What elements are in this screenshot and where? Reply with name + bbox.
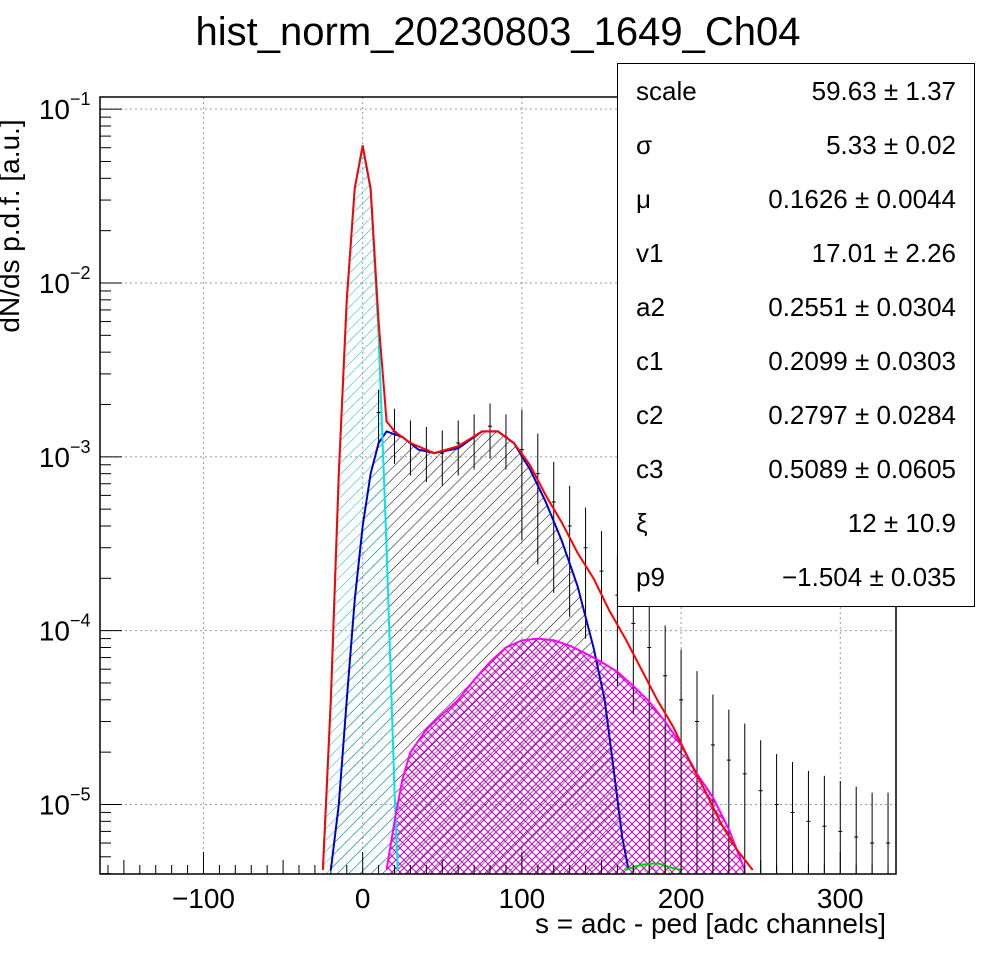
y-tick-exponent: −1 [70, 89, 91, 109]
fit-stats-box: scale 59.63 ± 1.37 σ 5.33 ± 0.02 μ 0.1626 ± 0… [617, 63, 975, 607]
y-tick-label: 10 [39, 268, 70, 299]
series-fill [386, 638, 745, 874]
x-tick-label: 0 [355, 883, 371, 914]
series-fill [322, 147, 398, 874]
stats-param-name: c3 [636, 454, 664, 484]
stats-row: σ 5.33 ± 0.02 [618, 118, 974, 172]
y-axis-label: dN/ds p.d.f. [a.u.] [0, 119, 25, 333]
x-tick-label: 100 [499, 883, 546, 914]
stats-param-name: c2 [636, 400, 664, 430]
stats-row: scale 59.63 ± 1.37 [618, 64, 974, 118]
stats-param-name: ξ [636, 508, 648, 538]
chart-title: hist_norm_20230803_1649_Ch04 [195, 10, 801, 54]
stats-row: p9 −1.504 ± 0.035 [618, 550, 974, 604]
stats-param-name: μ [636, 184, 651, 214]
x-axis-label: s = adc - ped [adc channels] [535, 908, 886, 939]
stats-param-name: p9 [636, 562, 665, 592]
y-tick-exponent: −4 [70, 611, 91, 631]
stats-param-value: 12 ± 10.9 [847, 508, 956, 538]
stats-row: c3 0.5089 ± 0.0605 [618, 442, 974, 496]
stats-param-value: 17.01 ± 2.26 [811, 238, 956, 268]
y-tick-label: 10 [39, 616, 70, 647]
stats-param-value: 0.2797 ± 0.0284 [768, 400, 956, 430]
stats-param-value: −1.504 ± 0.035 [781, 562, 956, 592]
stats-param-value: 0.1626 ± 0.0044 [768, 184, 956, 214]
stats-row: a2 0.2551 ± 0.0304 [618, 280, 974, 334]
stats-param-value: 0.5089 ± 0.0605 [768, 454, 956, 484]
stats-row: μ 0.1626 ± 0.0044 [618, 172, 974, 226]
stats-param-name: scale [636, 76, 697, 106]
stats-param-value: 5.33 ± 0.02 [826, 130, 956, 160]
y-tick-exponent: −3 [70, 437, 91, 457]
fit-curves [321, 145, 754, 871]
y-tick-label: 10 [39, 94, 70, 125]
series-line [321, 145, 754, 871]
stats-param-name: c1 [636, 346, 664, 376]
stats-param-value: 0.2099 ± 0.0303 [768, 346, 956, 376]
stats-param-name: v1 [636, 238, 664, 268]
stats-row: ξ 12 ± 10.9 [618, 496, 974, 550]
stats-param-name: σ [636, 130, 653, 160]
y-tick-label: 10 [39, 789, 70, 820]
stats-param-value: 59.63 ± 1.37 [811, 76, 956, 106]
series-line [625, 862, 682, 871]
stats-row: c1 0.2099 ± 0.0303 [618, 334, 974, 388]
axis-ticks [100, 108, 889, 875]
y-tick-label: 10 [39, 442, 70, 473]
x-tick-label: 300 [817, 883, 864, 914]
stats-param-value: 0.2551 ± 0.0304 [768, 292, 956, 322]
stats-param-name: a2 [636, 292, 665, 322]
stats-row: v1 17.01 ± 2.26 [618, 226, 974, 280]
stats-row: c2 0.2797 ± 0.0284 [618, 388, 974, 442]
x-tick-label: 200 [658, 883, 705, 914]
y-tick-exponent: −5 [70, 784, 91, 804]
y-tick-exponent: −2 [70, 263, 91, 283]
x-tick-label: −100 [172, 883, 235, 914]
